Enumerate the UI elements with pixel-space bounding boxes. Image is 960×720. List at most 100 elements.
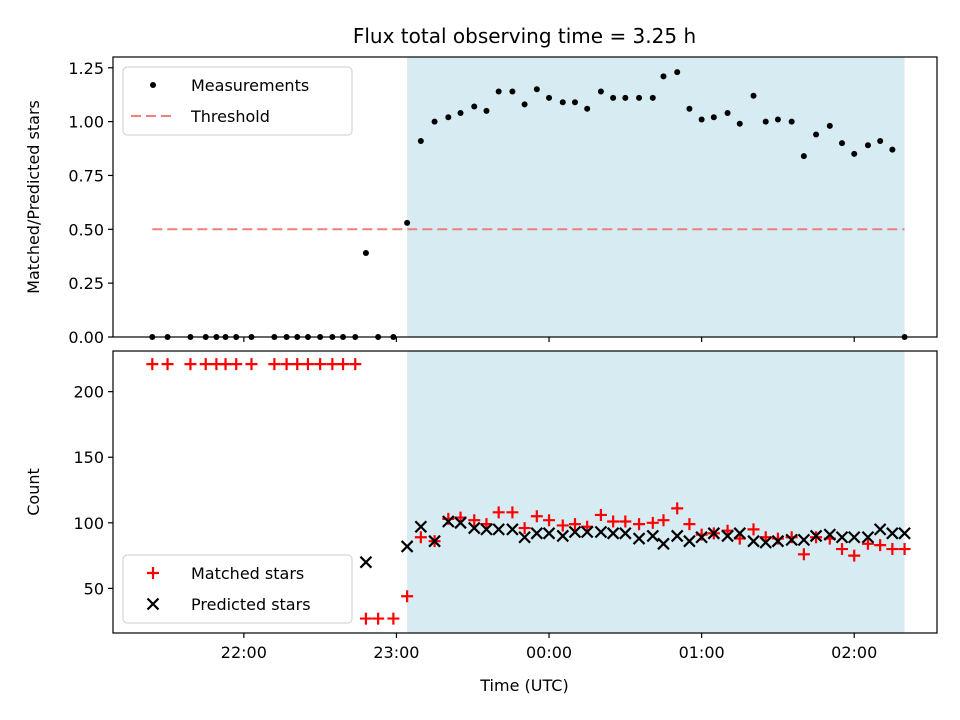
matched-stars-point	[326, 358, 339, 371]
series-predicted-stars	[359, 515, 911, 569]
measurement-point	[698, 116, 705, 123]
predicted-stars-point	[467, 521, 481, 535]
predicted-stars-point	[506, 523, 519, 536]
predicted-stars-point	[861, 530, 875, 544]
measurement-point	[660, 73, 667, 80]
y-tick-label: 100	[73, 514, 104, 533]
measurement-point	[533, 86, 540, 93]
predicted-stars-point	[785, 533, 798, 547]
legend-marker-cross	[146, 597, 160, 611]
matched-stars-point	[184, 358, 197, 371]
measurement-point	[457, 110, 464, 116]
matched-stars-point	[683, 518, 696, 531]
x-tick-label: 23:00	[373, 643, 419, 662]
predicted-stars-point	[695, 530, 708, 544]
predicted-stars-point	[492, 523, 505, 536]
legend-label: Predicted stars	[191, 595, 311, 614]
predicted-stars-point	[898, 527, 911, 540]
measurement-point	[762, 118, 769, 125]
y-tick-label: 0.50	[68, 220, 104, 239]
predicted-stars-point	[454, 516, 467, 530]
matched-stars-point	[468, 514, 481, 527]
matched-stars-point	[568, 518, 581, 531]
matched-stars-point	[556, 519, 569, 532]
matched-stars-point	[797, 548, 810, 561]
matched-stars-point	[886, 543, 899, 556]
measurement-point	[445, 114, 452, 121]
measurement-point	[800, 153, 807, 160]
matched-stars-point	[245, 358, 258, 371]
legend: Matched stars Predicted stars	[122, 554, 353, 624]
matched-stars-point	[414, 531, 427, 544]
matched-stars-point	[301, 358, 314, 371]
measurement-point	[546, 94, 553, 101]
y-tick-label: 0.75	[68, 166, 104, 185]
y-tick-label: 50	[84, 579, 104, 598]
predicted-stars-point	[683, 534, 696, 548]
predicted-stars-point	[721, 529, 734, 543]
matched-stars-point	[543, 514, 556, 527]
chart-title: Flux total observing time = 3.25 h	[353, 24, 696, 48]
measurement-point	[636, 94, 643, 101]
matched-stars-point	[619, 515, 632, 528]
y-axis-label: Count	[24, 468, 43, 516]
observing-window-shade	[407, 351, 905, 633]
predicted-stars-point	[771, 534, 785, 548]
measurement-point	[509, 88, 516, 95]
observing-window-shade	[407, 57, 905, 337]
y-tick-label: 0.00	[68, 328, 104, 347]
predicted-stars-point	[707, 527, 721, 540]
predicted-stars-point	[414, 520, 428, 534]
matched-stars-point	[161, 358, 174, 371]
y-tick-label: 0.25	[68, 274, 104, 293]
matched-stars-point	[607, 515, 620, 528]
matched-stars-point	[646, 516, 659, 529]
predicted-stars-point	[580, 525, 594, 539]
measurement-point	[471, 103, 478, 110]
predicted-stars-point	[568, 525, 582, 539]
matched-stars-point	[848, 549, 861, 562]
predicted-stars-point	[847, 530, 861, 544]
predicted-stars-point	[670, 529, 684, 543]
y-tick-label: 1.25	[68, 59, 104, 78]
measurement-point	[736, 120, 743, 127]
matched-stars-point	[898, 543, 911, 556]
measurement-point	[495, 88, 502, 95]
matched-stars-point	[199, 358, 212, 371]
measurement-point	[674, 69, 681, 76]
measurement-point	[483, 107, 490, 114]
measurement-point	[559, 99, 566, 106]
matched-stars-point	[146, 358, 159, 371]
matched-stars-point	[671, 502, 684, 515]
predicted-stars-point	[542, 527, 556, 540]
legend-box	[122, 554, 353, 624]
bottom-panel-counts: 22:00 23:00 00:00 01:00 02:00 50 100 150 200 Coun…	[24, 350, 938, 662]
matched-stars-point	[874, 539, 887, 552]
measurement-point	[864, 142, 871, 149]
x-tick-label: 00:00	[526, 643, 572, 662]
axes-frame	[112, 350, 938, 634]
measurement-point	[686, 105, 693, 112]
measurement-point	[788, 118, 795, 125]
predicted-stars-point	[400, 540, 414, 553]
measurement-point	[584, 105, 591, 112]
measurement-point	[417, 138, 424, 144]
y-axis-label: Matched/Predicted stars	[24, 100, 43, 294]
predicted-stars-point	[530, 527, 544, 540]
measurement-point	[877, 138, 884, 144]
y-tick-label: 1.00	[68, 113, 104, 132]
measurement-point	[724, 110, 731, 116]
predicted-stars-point	[759, 536, 772, 549]
matched-stars-point	[518, 522, 531, 535]
matched-stars-point	[506, 506, 519, 519]
measurement-point	[649, 94, 656, 101]
legend-marker-dot	[150, 82, 156, 88]
measurement-point	[521, 101, 528, 108]
predicted-stars-point	[556, 529, 570, 543]
measurement-point	[826, 122, 833, 129]
series-measurements	[149, 69, 908, 340]
legend-box	[122, 66, 353, 136]
measurement-point	[710, 114, 717, 121]
y-tick-label: 150	[73, 448, 104, 467]
